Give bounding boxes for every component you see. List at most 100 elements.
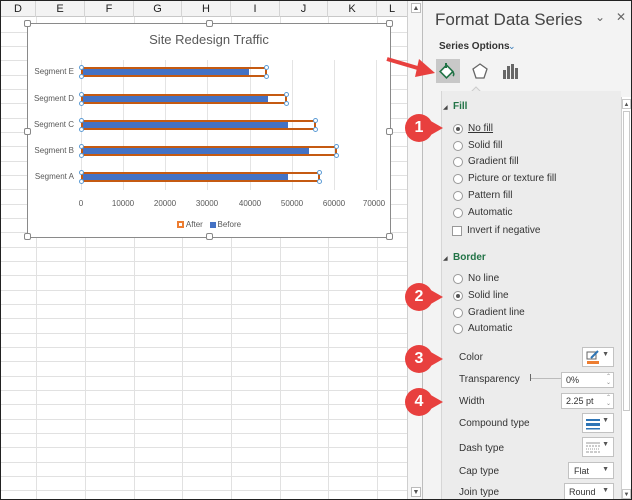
chart-title[interactable]: Site Redesign Traffic (149, 32, 269, 47)
paint-bucket-icon (439, 63, 455, 79)
radio-icon (453, 190, 463, 201)
fill-radio-solid[interactable]: Solid fill (453, 140, 502, 151)
dash-type-label: Dash type (459, 443, 505, 454)
collapse-border-icon[interactable]: ◢ (443, 256, 448, 262)
cap-type-dropdown[interactable]: Flat ▼ (568, 462, 614, 479)
radio-icon (453, 307, 463, 318)
pane-options-chevron-icon[interactable]: ⌄ (595, 10, 606, 24)
bar-chart-icon (503, 64, 518, 79)
callout-2: 2 (405, 283, 443, 311)
resize-handle-top-left[interactable] (24, 20, 31, 27)
pane-scroll-down-icon[interactable]: ▼ (622, 489, 631, 499)
invert-if-negative-checkbox[interactable]: Invert if negative (452, 225, 540, 236)
fill-radio-gradient[interactable]: Gradient fill (453, 156, 519, 167)
annotation-arrow-icon (386, 57, 435, 77)
legend-before-label: Before (217, 220, 242, 229)
series-options-tab[interactable] (498, 59, 522, 83)
resize-handle-bottom-right[interactable] (386, 233, 393, 240)
bar-before-segment-a[interactable] (83, 174, 288, 180)
bar-after-segment-e[interactable] (81, 67, 267, 77)
bar-after-segment-d[interactable] (81, 94, 287, 104)
format-data-series-pane: Format Data Series ⌄ ✕ Series Options ⌄ (423, 1, 631, 499)
fill-radio-automatic[interactable]: Automatic (453, 207, 512, 218)
compound-type-dropdown[interactable]: ▼ (582, 413, 614, 433)
pane-scroll-thumb[interactable] (623, 111, 630, 411)
bar-before-segment-e[interactable] (83, 69, 249, 75)
column-header-g[interactable]: G (134, 1, 182, 17)
spinner-icon[interactable]: ⌃ ⌄ (605, 374, 611, 386)
bar-after-segment-b[interactable] (81, 146, 337, 156)
dropdown-arrow-icon: ▼ (602, 487, 609, 494)
close-icon[interactable]: ✕ (616, 10, 627, 24)
transparency-slider-thumb[interactable] (530, 374, 531, 381)
fill-radio-picture[interactable]: Picture or texture fill (453, 173, 556, 184)
chart-legend[interactable]: After Before (28, 220, 390, 229)
column-header-l[interactable]: L (388, 3, 396, 15)
fill-line-tab[interactable] (436, 59, 460, 83)
collapse-fill-icon[interactable]: ◢ (443, 105, 448, 111)
chevron-down-icon[interactable]: ⌄ (508, 41, 516, 51)
bar-before-segment-b[interactable] (83, 148, 309, 154)
radio-icon (453, 207, 463, 218)
radio-selected-icon (453, 123, 463, 134)
x-tick-label: 20000 (153, 199, 177, 208)
category-label-d: Segment D (33, 94, 74, 103)
column-header-d[interactable]: D (1, 1, 36, 17)
join-type-dropdown[interactable]: Round ▼ (564, 483, 614, 499)
column-header-h[interactable]: H (182, 1, 231, 17)
x-tick-label: 40000 (238, 199, 262, 208)
border-color-picker[interactable]: ▼ (582, 347, 614, 367)
pen-color-icon (586, 350, 599, 364)
dropdown-arrow-icon: ▼ (602, 417, 609, 424)
compound-lines-icon (586, 419, 600, 430)
fill-radio-pattern[interactable]: Pattern fill (453, 190, 512, 201)
resize-handle-top[interactable] (206, 20, 213, 27)
bar-after-segment-a[interactable] (81, 172, 320, 182)
transparency-slider[interactable] (531, 378, 561, 379)
resize-handle-right[interactable] (386, 128, 393, 135)
bar-after-segment-c[interactable] (81, 120, 316, 130)
border-radio-solid-line[interactable]: Solid line (453, 290, 509, 301)
border-radio-no-line[interactable]: No line (453, 273, 499, 284)
dash-type-dropdown[interactable]: ▼ (582, 437, 614, 457)
column-header-f[interactable]: F (85, 1, 134, 17)
border-radio-automatic[interactable]: Automatic (453, 323, 512, 334)
resize-handle-bottom-left[interactable] (24, 233, 31, 240)
x-tick-label: 70000 (362, 199, 386, 208)
fill-radio-no-fill[interactable]: No fill (453, 123, 493, 134)
spreadsheet-grid[interactable]: D E F G H I J K L Site Re (1, 1, 407, 499)
transparency-input[interactable]: 0% ⌃ ⌄ (561, 372, 614, 388)
category-label-e: Segment E (34, 67, 74, 76)
bar-before-segment-c[interactable] (83, 122, 288, 128)
radio-icon (453, 173, 463, 184)
border-radio-gradient-line[interactable]: Gradient line (453, 307, 525, 318)
dropdown-arrow-icon: ▼ (602, 466, 609, 473)
fill-section-heading[interactable]: Fill (453, 101, 468, 112)
chart-area[interactable]: Site Redesign Traffic Segment E Segment … (24, 20, 393, 240)
category-label-b: Segment B (34, 146, 74, 155)
column-header-k[interactable]: K (328, 1, 377, 17)
width-input[interactable]: 2.25 pt ⌃ ⌄ (561, 393, 614, 409)
join-type-label: Join type (459, 487, 500, 498)
pane-title: Format Data Series (435, 10, 583, 29)
bar-before-segment-d[interactable] (83, 96, 268, 102)
color-label: Color (459, 352, 483, 363)
column-header-i[interactable]: I (231, 1, 280, 17)
resize-handle-left[interactable] (24, 128, 31, 135)
pane-scroll-up-icon[interactable]: ▲ (622, 99, 631, 109)
legend-after-swatch-icon (176, 221, 184, 228)
resize-handle-top-right[interactable] (386, 20, 393, 27)
effects-tab[interactable] (468, 59, 492, 83)
border-section-heading[interactable]: Border (453, 252, 486, 263)
series-options-dropdown[interactable]: Series Options (439, 41, 510, 52)
column-header-j[interactable]: J (280, 1, 328, 17)
resize-handle-bottom[interactable] (206, 233, 213, 240)
column-header-row: D E F G H I J K L (1, 1, 407, 17)
pane-scrollbar[interactable]: ▲ ▼ (621, 97, 631, 499)
spinner-icon[interactable]: ⌃ ⌄ (605, 395, 611, 407)
scroll-up-icon[interactable]: ▲ (411, 3, 421, 13)
column-header-e[interactable]: E (36, 1, 85, 17)
radio-icon (453, 323, 463, 334)
x-tick-label: 0 (78, 199, 84, 208)
scroll-down-icon[interactable]: ▼ (411, 487, 421, 497)
